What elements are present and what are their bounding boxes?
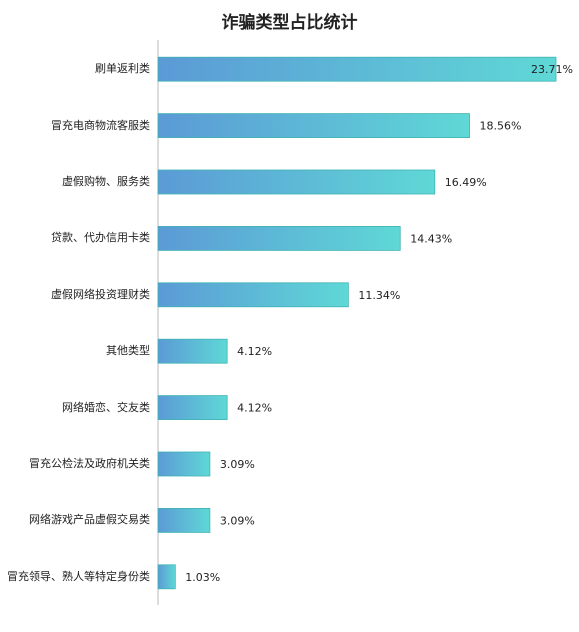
category-label: 冒充电商物流客服类 <box>51 118 150 132</box>
bar <box>157 282 349 308</box>
bar <box>157 169 436 195</box>
value-label: 3.09% <box>220 514 255 527</box>
value-label: 18.56% <box>480 120 522 133</box>
bar <box>157 395 228 421</box>
bar <box>157 113 470 138</box>
category-label: 冒充公检法及政府机关类 <box>29 457 150 470</box>
value-label: 16.49% <box>445 176 487 189</box>
bar <box>157 564 176 590</box>
value-label: 14.43% <box>410 232 452 245</box>
value-label: 4.12% <box>237 345 272 358</box>
bar <box>157 56 557 82</box>
value-label: 23.71% <box>531 63 573 76</box>
category-label: 网络婚恋、交友类 <box>62 400 150 414</box>
bar <box>157 338 228 364</box>
category-label: 贷款、代办信用卡类 <box>51 231 150 245</box>
value-label: 3.09% <box>220 458 255 471</box>
bar <box>157 507 211 533</box>
bar <box>157 225 401 251</box>
category-label: 刷单返利类 <box>95 62 150 76</box>
category-label: 虚假购物、服务类 <box>62 175 150 188</box>
category-label: 网络游戏产品虚假交易类 <box>29 513 150 527</box>
category-label: 虚假网络投资理财类 <box>51 287 150 301</box>
category-label: 冒充领导、熟人等特定身份类 <box>7 569 150 583</box>
value-label: 1.03% <box>185 571 220 584</box>
value-label: 4.12% <box>237 402 272 415</box>
value-label: 11.34% <box>358 289 400 302</box>
chart-title: 诈骗类型占比统计 <box>221 13 358 33</box>
bar <box>157 451 211 477</box>
category-label: 其他类型 <box>106 344 150 358</box>
